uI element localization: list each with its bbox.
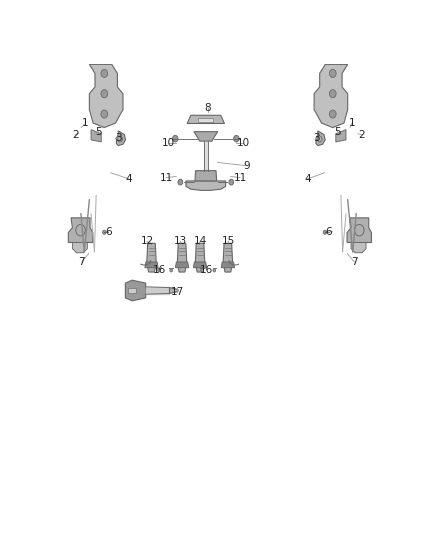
Circle shape	[101, 90, 108, 98]
Polygon shape	[177, 243, 187, 272]
Circle shape	[229, 179, 233, 185]
Circle shape	[170, 269, 173, 272]
Text: 10: 10	[237, 138, 250, 148]
Circle shape	[101, 110, 108, 118]
Text: 9: 9	[243, 161, 250, 171]
Text: 6: 6	[105, 227, 112, 237]
Polygon shape	[117, 131, 126, 146]
Text: 12: 12	[141, 236, 154, 246]
Circle shape	[329, 90, 336, 98]
Text: 11: 11	[159, 173, 173, 183]
Polygon shape	[195, 243, 205, 272]
Polygon shape	[170, 287, 178, 294]
Polygon shape	[125, 280, 146, 301]
Text: 3: 3	[313, 133, 319, 143]
Text: 13: 13	[174, 236, 187, 246]
Text: 2: 2	[359, 130, 365, 140]
Text: 5: 5	[334, 127, 340, 136]
Circle shape	[201, 269, 203, 272]
Circle shape	[101, 69, 108, 77]
Circle shape	[323, 230, 327, 235]
Circle shape	[233, 135, 239, 142]
Polygon shape	[187, 115, 224, 124]
Polygon shape	[221, 262, 234, 268]
Text: 17: 17	[170, 287, 184, 297]
Text: 11: 11	[233, 173, 247, 183]
Text: 8: 8	[204, 103, 211, 113]
Polygon shape	[68, 218, 93, 243]
Polygon shape	[198, 118, 213, 123]
Polygon shape	[195, 171, 217, 181]
Text: 16: 16	[200, 265, 213, 275]
Polygon shape	[128, 287, 136, 294]
Text: 4: 4	[304, 174, 311, 184]
Text: 10: 10	[162, 138, 175, 148]
Text: 14: 14	[194, 236, 207, 246]
Circle shape	[173, 135, 178, 142]
Polygon shape	[147, 243, 156, 272]
Circle shape	[329, 110, 336, 118]
Polygon shape	[351, 243, 366, 253]
Polygon shape	[316, 131, 325, 146]
Text: 7: 7	[78, 257, 85, 267]
Text: 3: 3	[115, 133, 122, 143]
Polygon shape	[194, 132, 218, 141]
Polygon shape	[223, 243, 233, 272]
Polygon shape	[91, 130, 101, 142]
Circle shape	[102, 230, 106, 235]
Polygon shape	[89, 64, 123, 127]
Polygon shape	[145, 262, 158, 268]
Circle shape	[213, 269, 215, 272]
Polygon shape	[314, 64, 348, 127]
Polygon shape	[336, 130, 346, 142]
Text: 6: 6	[326, 227, 332, 237]
Polygon shape	[347, 218, 371, 243]
Polygon shape	[186, 181, 226, 190]
Text: 5: 5	[95, 127, 102, 136]
Text: 7: 7	[351, 257, 357, 267]
Text: 1: 1	[349, 118, 355, 128]
Text: 2: 2	[72, 130, 78, 140]
Text: 16: 16	[153, 265, 166, 275]
Circle shape	[178, 179, 183, 185]
Text: 15: 15	[222, 236, 235, 246]
Text: 1: 1	[82, 118, 88, 128]
Polygon shape	[175, 262, 189, 268]
Circle shape	[329, 69, 336, 77]
Text: 4: 4	[125, 174, 132, 184]
Circle shape	[158, 269, 160, 272]
Polygon shape	[72, 243, 87, 253]
Polygon shape	[194, 262, 207, 268]
